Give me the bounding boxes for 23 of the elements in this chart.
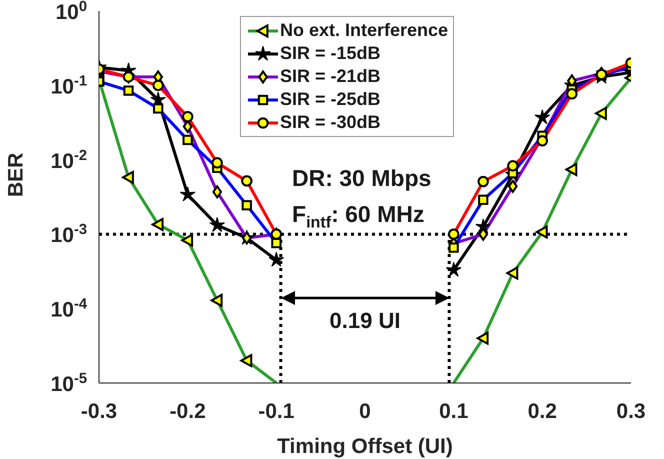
x-axis-title: Timing Offset (UI) xyxy=(277,435,453,458)
y-tick-label: 10$^{-1}$ xyxy=(50,73,87,98)
x-tick-label: 0 xyxy=(359,400,371,423)
legend-label: SIR = -30dB xyxy=(280,112,381,133)
x-tick-label: 0.3 xyxy=(616,400,646,423)
annotation: DR: 30 Mbps xyxy=(292,165,432,191)
legend-label: SIR = -21dB xyxy=(280,66,381,87)
y-axis-title: BER xyxy=(4,152,28,197)
legend-label: No ext. Interference xyxy=(280,20,448,41)
annotation: F$_{intf}$: 60 MHz xyxy=(292,201,424,232)
legend-label: SIR = -25dB xyxy=(280,89,381,110)
legend-label: SIR = -15dB xyxy=(280,43,381,64)
x-tick-label: 0.1 xyxy=(439,400,469,423)
y-tick-label: 10$^{-4}$ xyxy=(50,296,88,322)
y-tick-label: 10$^{-3}$ xyxy=(50,222,87,248)
y-tick-label: 10$^{-5}$ xyxy=(50,371,87,396)
x-tick-label: -0.1 xyxy=(258,400,295,423)
x-tick-label: -0.2 xyxy=(170,400,206,423)
x-tick-label: 0.2 xyxy=(528,400,557,423)
y-tick-label: 10$^{0}$ xyxy=(55,0,87,24)
y-tick-label: 10$^{-2}$ xyxy=(50,148,87,173)
x-tick-label: -0.3 xyxy=(80,400,118,423)
annotation: 0.19 UI xyxy=(330,308,400,333)
